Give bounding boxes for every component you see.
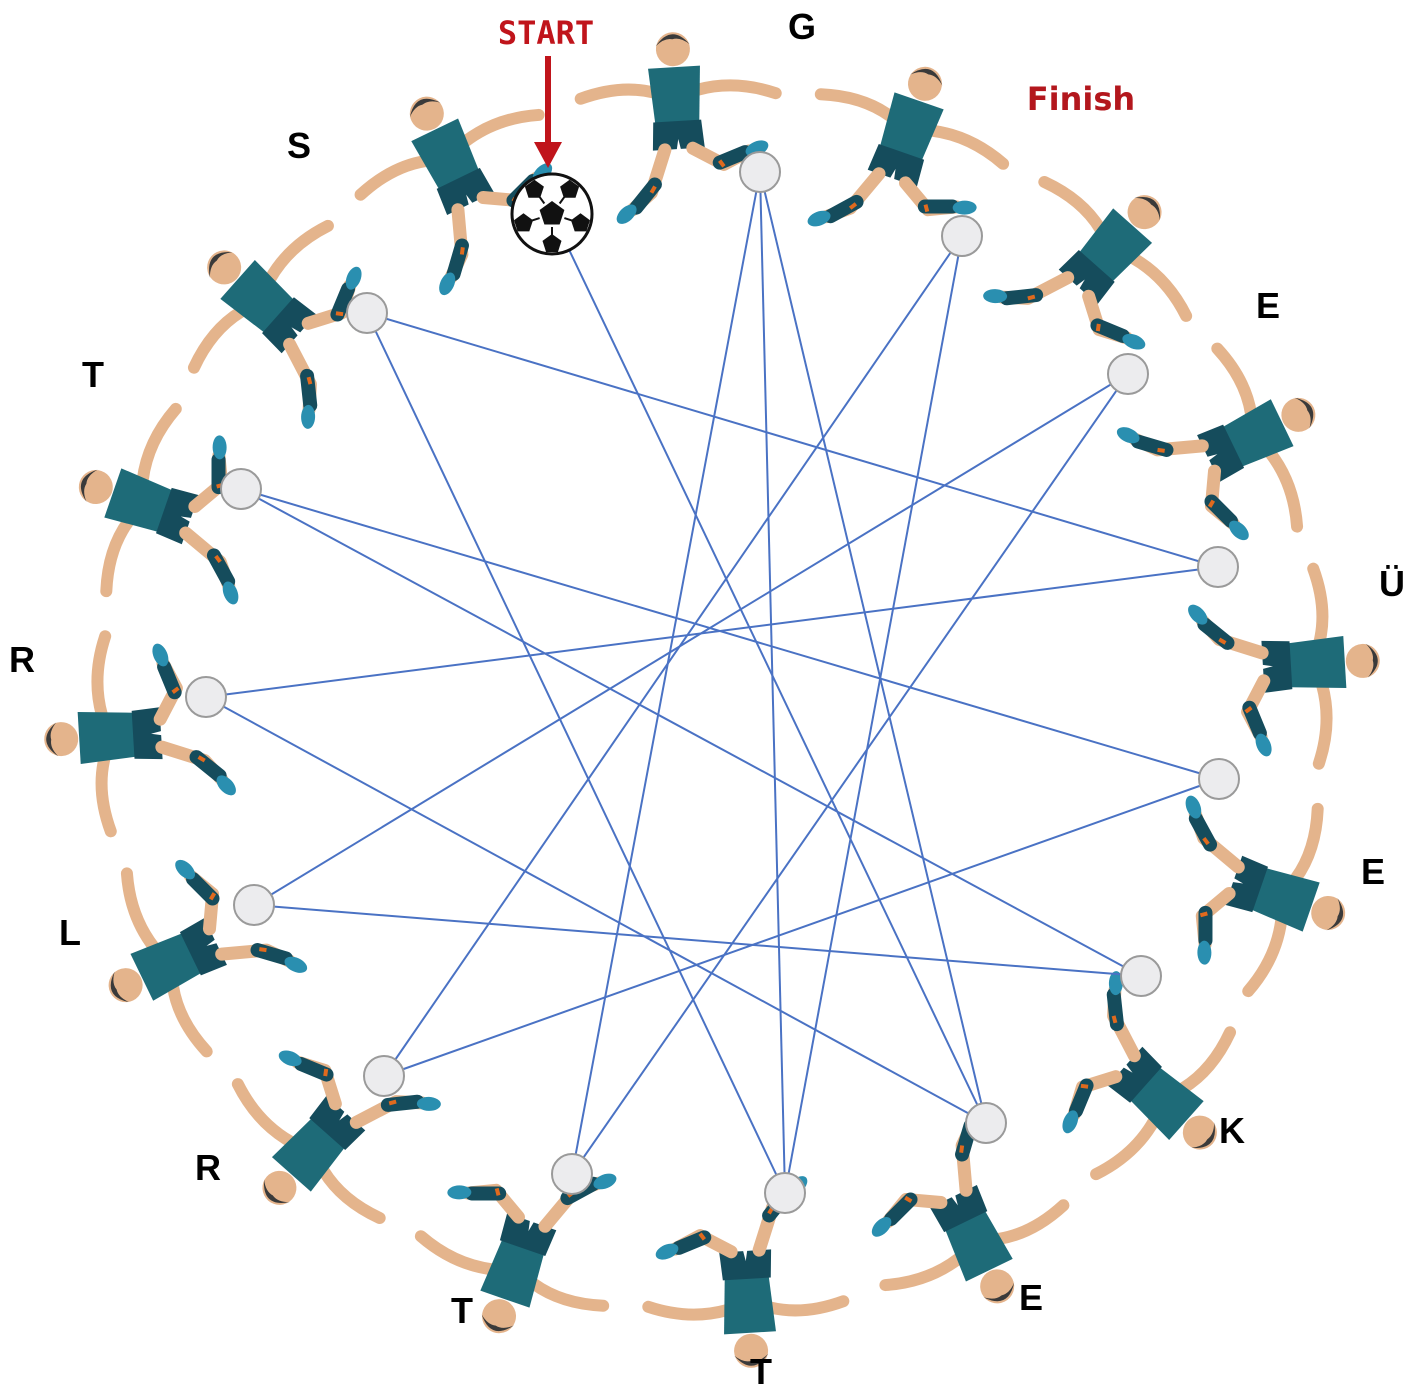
connection-line	[205, 566, 1219, 698]
letter-e-3: E	[1018, 1277, 1044, 1318]
node-circle	[965, 1102, 1007, 1144]
connection-lines	[205, 171, 1220, 1194]
letter-t-1: T	[750, 1351, 772, 1392]
ball-patch	[539, 201, 565, 225]
ball-seam	[558, 195, 566, 205]
soccer-player-icon	[1116, 342, 1316, 541]
node-circle	[220, 468, 262, 510]
connection-line	[205, 696, 987, 1124]
letter-u-umlaut: Ü	[1379, 563, 1405, 604]
letter-k: K	[1219, 1110, 1245, 1151]
ball-patch	[514, 213, 533, 232]
soccer-player-icon	[871, 1104, 1070, 1304]
connection-line	[784, 235, 963, 1194]
node-circle	[1197, 546, 1239, 588]
connection-line	[383, 778, 1220, 1077]
soccer-player-icon	[231, 1050, 441, 1225]
connection-line	[366, 312, 1219, 568]
ball-patch	[571, 213, 590, 232]
letter-e-2: E	[1360, 851, 1386, 892]
ball-patch	[524, 179, 544, 198]
soccer-player-icon	[1062, 971, 1237, 1181]
arrow-down-icon	[534, 56, 562, 168]
node-circle	[363, 1055, 405, 1097]
node-circle	[233, 884, 275, 926]
soccer-player-icon	[187, 219, 362, 429]
soccer-player-icon	[983, 175, 1193, 350]
node-circles	[185, 151, 1240, 1214]
letter-s: S	[286, 125, 312, 166]
connection-line	[551, 213, 987, 1124]
node-circle	[739, 151, 781, 193]
ball-seam	[538, 195, 546, 205]
arrow-head	[534, 142, 562, 168]
connection-line	[383, 235, 963, 1077]
ball-seam	[530, 217, 540, 222]
connection-line	[571, 171, 761, 1175]
soccer-player-icon	[78, 402, 239, 605]
ball-patch	[542, 234, 562, 253]
node-circle	[551, 1153, 593, 1195]
connection-line	[366, 312, 786, 1194]
connection-line	[240, 488, 1142, 977]
node-circle	[1107, 353, 1149, 395]
letter-l: L	[59, 912, 81, 953]
soccer-player-icon	[642, 1176, 850, 1368]
start-label: START	[497, 14, 595, 52]
player-ring	[44, 32, 1380, 1368]
soccer-player-icon	[44, 630, 236, 838]
soccer-player-icon	[414, 1173, 617, 1334]
node-circle	[941, 215, 983, 257]
soccer-player-icon	[574, 32, 782, 224]
node-circle	[346, 292, 388, 334]
finish-label: Finish	[1026, 80, 1136, 118]
soccer-player-icon	[807, 66, 1010, 227]
letter-e-1: E	[1255, 285, 1281, 326]
soccer-ball-icon	[510, 172, 594, 256]
connection-line	[240, 488, 1220, 780]
soccer-player-icon	[1188, 562, 1380, 770]
node-circle	[1198, 758, 1240, 800]
connection-line	[759, 171, 786, 1194]
soccer-player-icon	[108, 859, 308, 1058]
node-circle	[1120, 955, 1162, 997]
letter-r-2: R	[9, 639, 35, 680]
connection-line	[571, 373, 1129, 1175]
ball-patch	[560, 179, 580, 198]
connection-line	[759, 171, 987, 1124]
letter-t-2: T	[451, 1290, 473, 1331]
letter-t-3: T	[82, 354, 104, 395]
node-circle	[764, 1172, 806, 1214]
connection-line	[253, 904, 1142, 977]
node-circle	[185, 676, 227, 718]
soccer-player-icon	[1185, 795, 1346, 998]
ball-seam	[564, 217, 574, 222]
letter-r-1: R	[195, 1147, 221, 1188]
letter-g: G	[787, 6, 817, 47]
connection-line	[253, 373, 1129, 906]
